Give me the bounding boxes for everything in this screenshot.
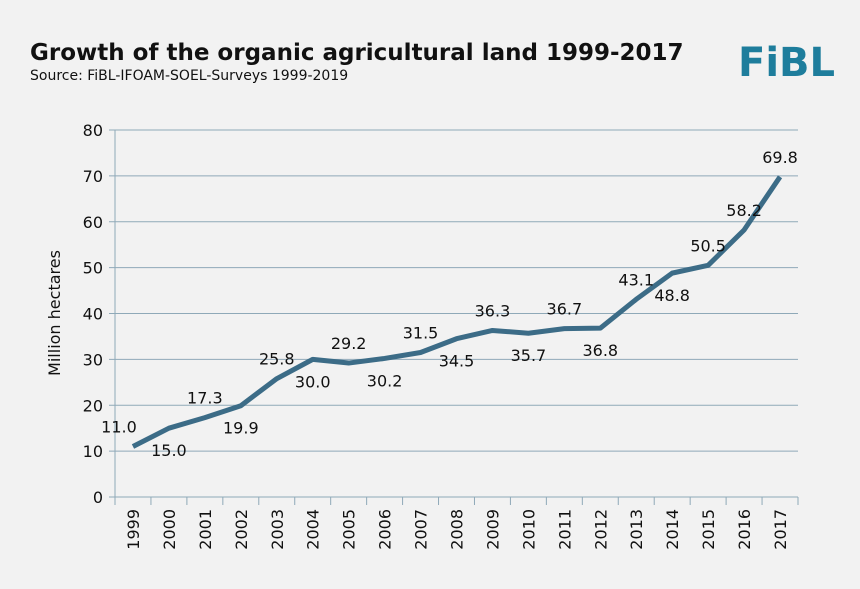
x-tick-label: 2016 <box>735 509 754 550</box>
data-label: 36.8 <box>582 341 618 360</box>
x-tick-label: 2005 <box>340 509 359 550</box>
x-tick-label: 2009 <box>483 509 502 550</box>
y-tick-label: 80 <box>83 121 103 140</box>
data-label: 35.7 <box>511 346 547 365</box>
y-axis-label: Million hectares <box>45 250 64 376</box>
data-label: 36.7 <box>547 300 583 319</box>
data-label: 31.5 <box>403 323 439 342</box>
y-tick-label: 40 <box>83 305 103 324</box>
logo: FiBL <box>738 40 835 86</box>
data-label: 69.8 <box>762 148 798 167</box>
x-tick-label: 2007 <box>412 509 431 550</box>
data-label: 30.0 <box>295 372 331 391</box>
y-tick-label: 60 <box>83 213 103 232</box>
series-line <box>131 175 783 449</box>
data-label: 43.1 <box>618 270 654 289</box>
x-tick-label: 2013 <box>627 509 646 550</box>
chart-title: Growth of the organic agricultural land … <box>30 40 684 66</box>
y-tick-label: 30 <box>83 350 103 369</box>
y-tick-label: 10 <box>83 442 103 461</box>
x-tick-label: 2010 <box>519 509 538 550</box>
y-tick-label: 50 <box>83 259 103 278</box>
x-tick-label: 2015 <box>699 509 718 550</box>
x-tick-label: 2002 <box>232 509 251 550</box>
x-tick-label: 2006 <box>376 509 395 550</box>
x-tick-label: 2012 <box>591 509 610 550</box>
data-label: 15.0 <box>151 441 187 460</box>
data-label: 25.8 <box>259 350 295 369</box>
x-tick-label: 2008 <box>448 509 467 550</box>
y-tick-label: 70 <box>83 167 103 186</box>
data-label: 58.2 <box>726 201 762 220</box>
data-label: 48.8 <box>654 286 690 305</box>
data-label: 17.3 <box>187 389 223 408</box>
x-tick-label: 2004 <box>304 509 323 550</box>
x-tick-label: 2001 <box>196 509 215 550</box>
x-tick-label: 2003 <box>268 509 287 550</box>
data-label: 19.9 <box>223 419 259 438</box>
data-label: 50.5 <box>690 236 726 255</box>
data-label: 11.0 <box>101 418 137 437</box>
data-label: 36.3 <box>475 301 511 320</box>
y-tick-label: 20 <box>83 396 103 415</box>
x-tick-label: 1999 <box>124 509 143 550</box>
y-tick-label: 0 <box>93 488 103 507</box>
data-label: 29.2 <box>331 334 367 353</box>
x-tick-label: 2000 <box>160 509 179 550</box>
data-label: 30.2 <box>367 371 403 390</box>
x-tick-label: 2011 <box>555 509 574 550</box>
x-tick-label: 2017 <box>771 509 790 550</box>
data-label: 34.5 <box>439 352 475 371</box>
x-tick-label: 2014 <box>663 509 682 550</box>
chart-subtitle: Source: FiBL-IFOAM-SOEL-Surveys 1999-201… <box>30 68 348 84</box>
